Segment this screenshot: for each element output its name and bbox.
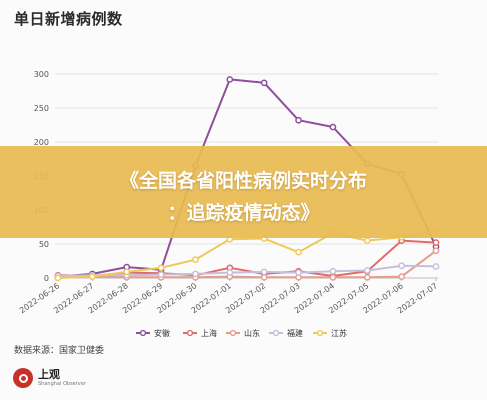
legend-marker [229, 329, 237, 337]
legend-marker [272, 329, 280, 337]
data-point[interactable] [329, 123, 337, 131]
legend: 安徽 上海 山东 福建 江苏 [136, 328, 347, 338]
data-point[interactable] [295, 116, 302, 124]
legend-label: 山东 [244, 328, 260, 338]
series-line [57, 239, 437, 277]
legend-label: 福建 [287, 328, 303, 338]
legend-item[interactable]: 福建 [269, 328, 303, 338]
data-point[interactable] [363, 237, 371, 244]
data-point[interactable] [226, 76, 234, 83]
legend-marker [139, 329, 147, 337]
data-point[interactable] [432, 247, 440, 255]
series-line [57, 250, 437, 279]
legend-label: 江苏 [331, 328, 347, 338]
banner-title-line-1: 《全国各省阳性病例实时分布 [119, 170, 367, 192]
legend-item[interactable]: 山东 [226, 328, 260, 338]
data-point[interactable] [260, 268, 268, 276]
data-point[interactable] [192, 256, 199, 263]
legend-item[interactable]: 安徽 [136, 328, 170, 338]
data-point[interactable] [398, 273, 405, 280]
data-point[interactable] [260, 273, 268, 281]
data-point[interactable] [123, 268, 131, 276]
data-point[interactable] [157, 271, 165, 278]
data-point[interactable] [226, 269, 234, 276]
data-point[interactable] [260, 79, 268, 87]
logo-icon [13, 368, 33, 388]
data-point[interactable] [363, 267, 371, 274]
series-layer [54, 76, 440, 282]
series-line [57, 230, 437, 279]
publisher-logo[interactable]: 上观 Shanghai Observer [13, 366, 86, 390]
data-point[interactable] [363, 273, 371, 281]
data-point[interactable] [398, 262, 405, 270]
y-tick-label: 0 [44, 274, 49, 283]
data-point[interactable] [192, 270, 199, 278]
legend-item[interactable]: 江苏 [313, 328, 347, 338]
x-axis: 2022-06-262022-06-272022-06-282022-06-29… [18, 277, 439, 315]
banner-title-line-2: ：追踪疫情动态》 [167, 202, 320, 224]
logo-name: 上观 [38, 368, 60, 381]
data-point[interactable] [89, 273, 96, 280]
legend-marker [316, 329, 324, 337]
y-tick-label: 50 [39, 240, 49, 249]
y-tick-label: 250 [34, 104, 49, 113]
legend-marker [186, 329, 194, 337]
y-tick-label: 300 [34, 70, 49, 79]
legend-label: 上海 [201, 328, 217, 338]
data-source-note: 数据来源：国家卫健委 [14, 346, 105, 356]
data-point[interactable] [157, 264, 165, 272]
data-point[interactable] [329, 267, 337, 275]
logo-subname: Shanghai Observer [38, 381, 86, 387]
y-tick-label: 200 [34, 138, 49, 147]
data-point[interactable] [54, 274, 62, 282]
data-point[interactable] [432, 239, 440, 246]
series-line [57, 264, 437, 277]
data-point[interactable] [295, 269, 302, 276]
title-banner: 《全国各省阳性病例实时分布 ：追踪疫情动态》 [0, 146, 487, 238]
legend-item[interactable]: 上海 [183, 328, 217, 338]
data-point[interactable] [432, 263, 440, 270]
data-point[interactable] [329, 273, 337, 281]
chart-title: 单日新增病例数 [14, 10, 123, 28]
legend-label: 安徽 [154, 328, 170, 338]
data-point[interactable] [295, 248, 302, 256]
